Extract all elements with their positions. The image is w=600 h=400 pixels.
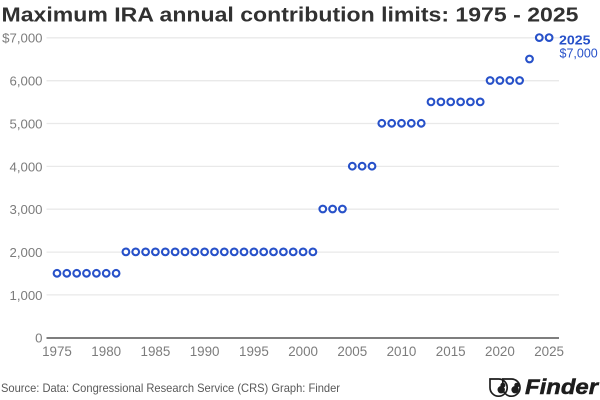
svg-text:6,000: 6,000 xyxy=(9,74,42,89)
svg-text:Maximum IRA annual contributio: Maximum IRA annual contribution limits: … xyxy=(2,5,579,27)
svg-text:0: 0 xyxy=(35,331,42,346)
svg-text:2000: 2000 xyxy=(288,344,318,359)
svg-text:2025: 2025 xyxy=(534,344,564,359)
svg-text:2025: 2025 xyxy=(559,33,591,48)
svg-text:2005: 2005 xyxy=(337,344,367,359)
svg-text:1995: 1995 xyxy=(239,344,269,359)
svg-text:5,000: 5,000 xyxy=(9,116,42,131)
svg-text:1990: 1990 xyxy=(190,344,220,359)
svg-text:$7,000: $7,000 xyxy=(2,31,42,46)
svg-text:1985: 1985 xyxy=(141,344,171,359)
svg-text:3,000: 3,000 xyxy=(9,202,42,217)
svg-text:2010: 2010 xyxy=(387,344,417,359)
svg-text:4,000: 4,000 xyxy=(9,159,42,174)
svg-text:1975: 1975 xyxy=(42,344,72,359)
svg-text:1,000: 1,000 xyxy=(9,288,42,303)
svg-text:1980: 1980 xyxy=(91,344,121,359)
svg-text:Source: Data: Congressional Re: Source: Data: Congressional Research Ser… xyxy=(1,381,340,395)
svg-text:Finder: Finder xyxy=(525,376,600,399)
svg-text:2015: 2015 xyxy=(436,344,466,359)
svg-text:$7,000: $7,000 xyxy=(560,47,598,61)
svg-text:2,000: 2,000 xyxy=(9,245,42,260)
svg-text:2020: 2020 xyxy=(485,344,515,359)
